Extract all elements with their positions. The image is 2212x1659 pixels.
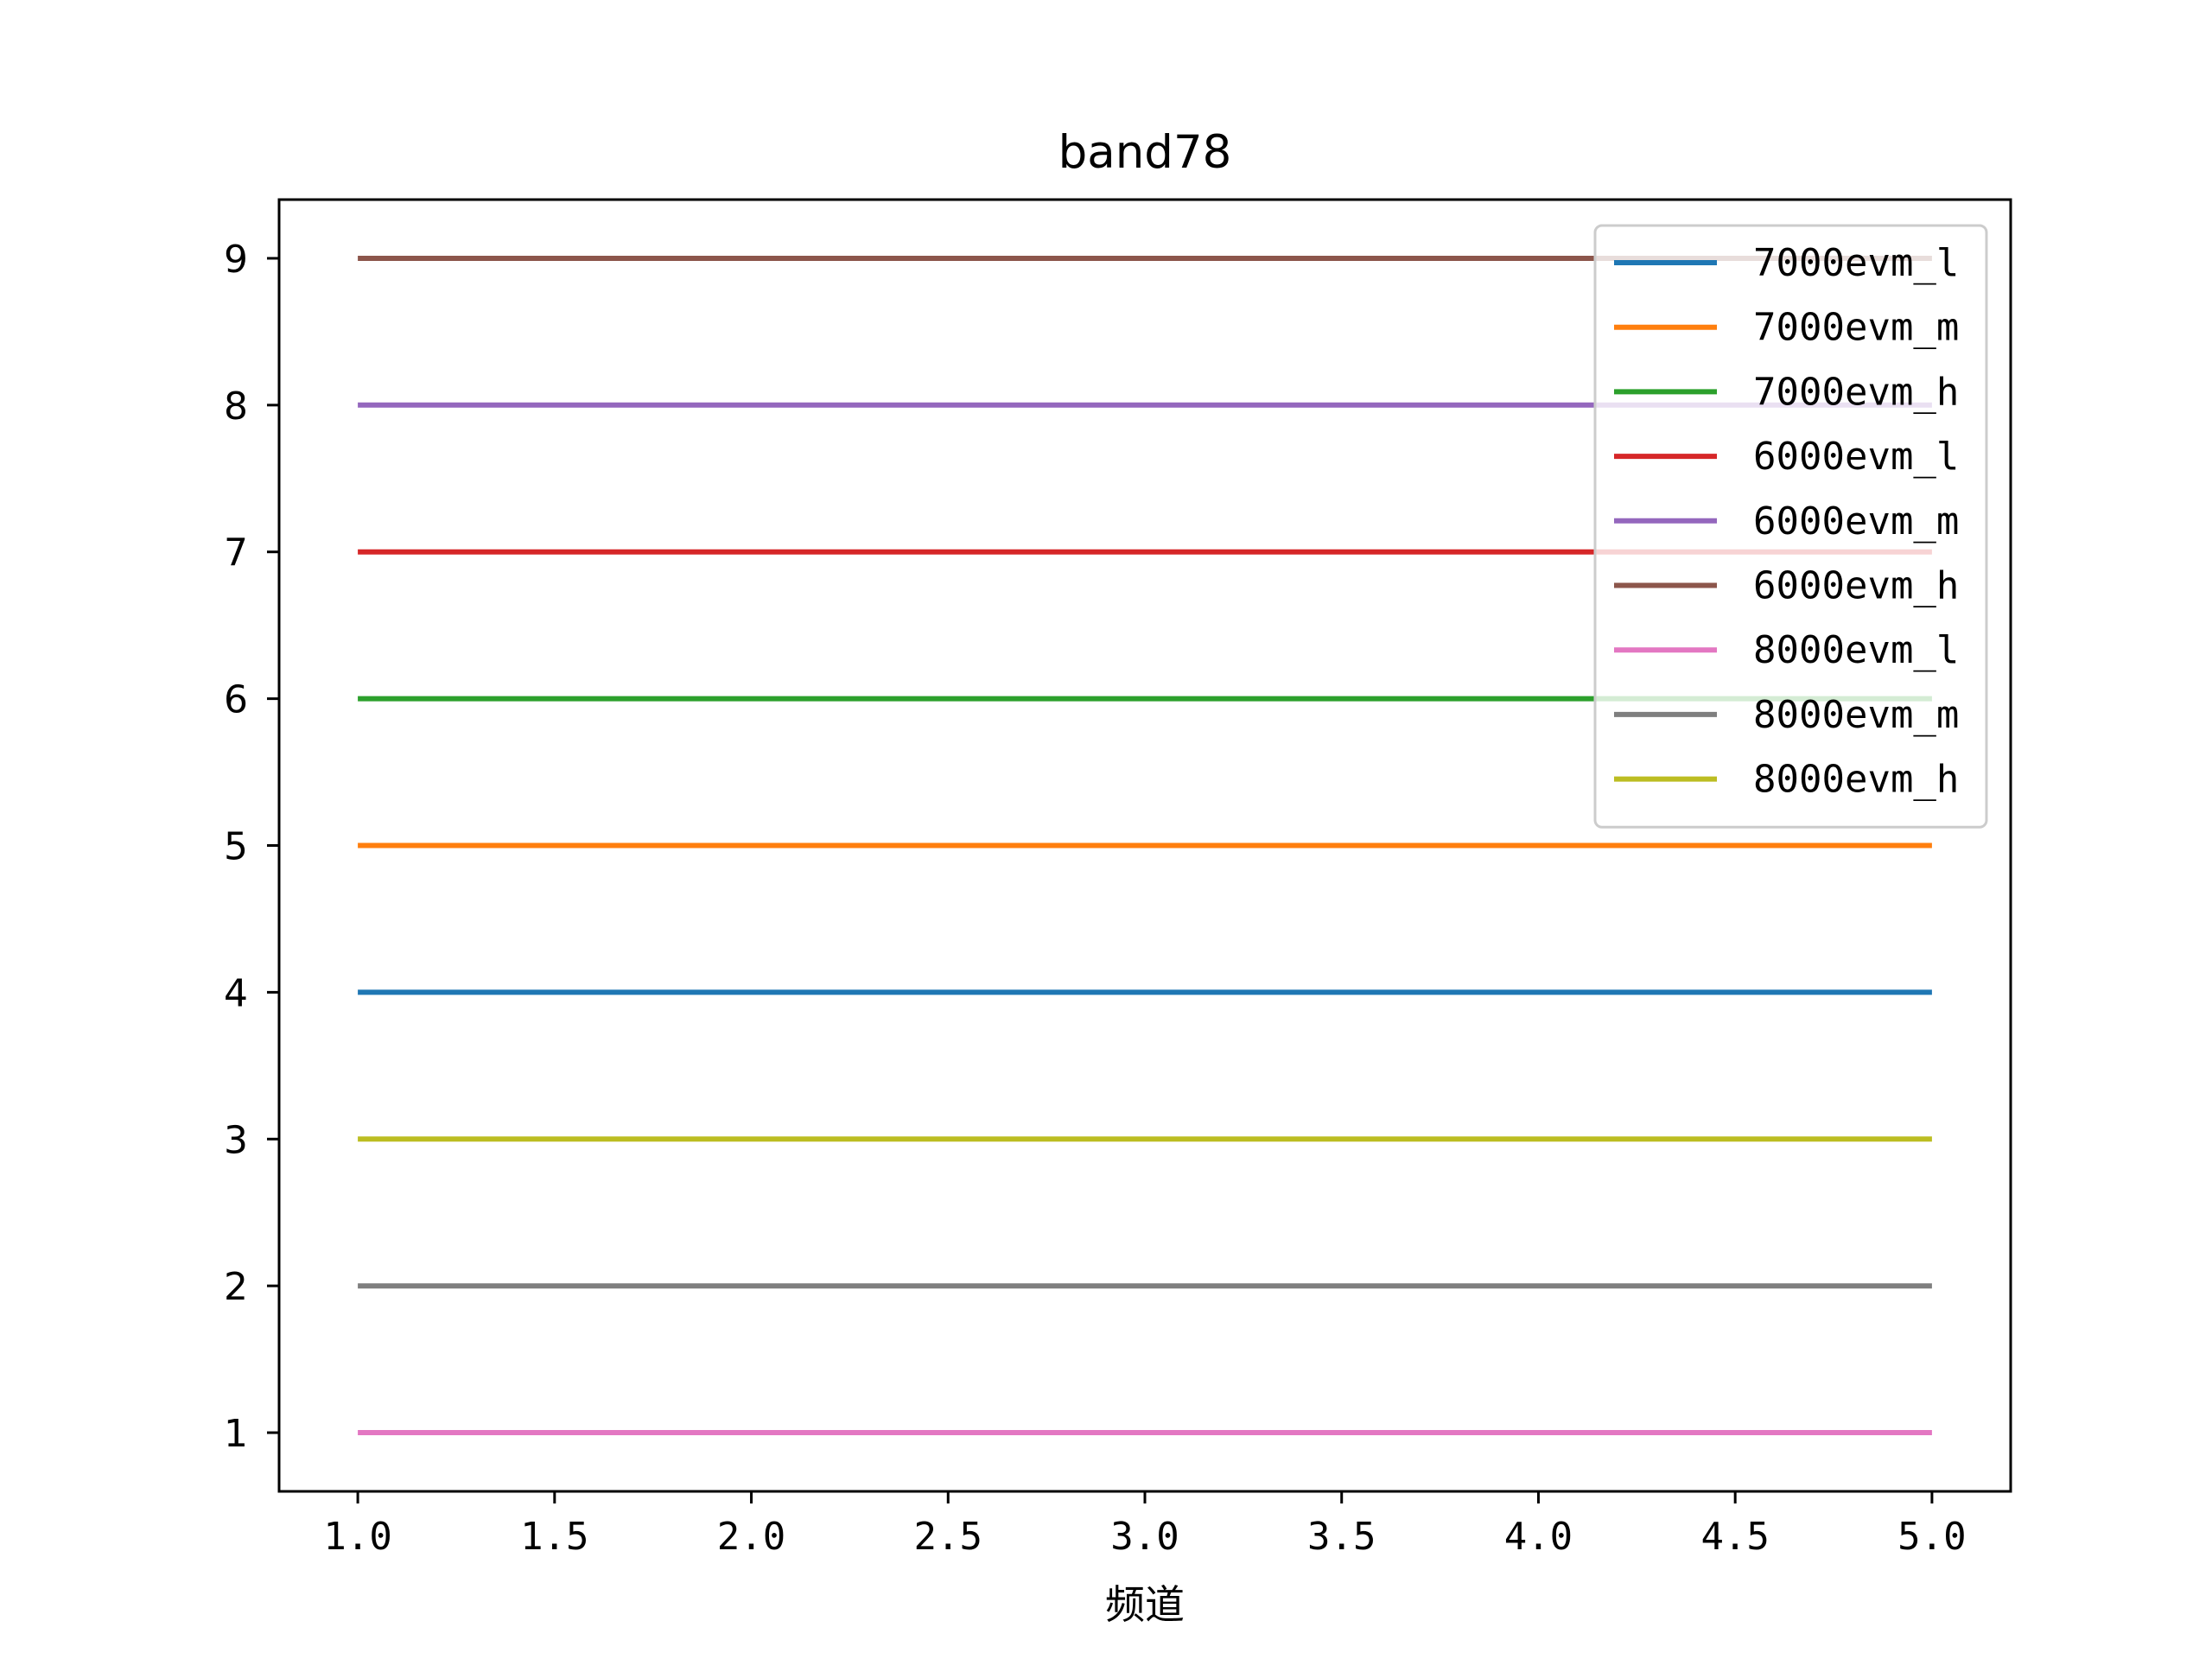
y-tick-label: 4: [224, 971, 248, 1015]
y-tick-label: 9: [224, 238, 248, 282]
x-tick-label: 1.0: [323, 1515, 391, 1559]
chart-title: band78: [1058, 126, 1232, 179]
legend-label: 6000evm_h: [1753, 564, 1959, 608]
y-tick-label: 5: [224, 825, 248, 869]
legend-label: 7000evm_h: [1753, 370, 1959, 414]
x-axis-label: 频道: [1105, 1581, 1185, 1628]
legend-label: 8000evm_l: [1753, 628, 1959, 672]
x-tick-label: 1.5: [520, 1515, 588, 1559]
y-tick-label: 1: [224, 1412, 248, 1456]
legend-box: [1593, 224, 1988, 829]
legend-label: 6000evm_m: [1753, 499, 1959, 543]
y-tick-label: 3: [224, 1118, 248, 1162]
x-tick-label: 2.0: [717, 1515, 785, 1559]
x-tick-label: 4.0: [1504, 1515, 1573, 1559]
x-tick-label: 4.5: [1700, 1515, 1769, 1559]
legend-label: 6000evm_l: [1753, 435, 1959, 479]
series-layer: [358, 256, 1932, 1435]
x-tick-label: 3.0: [1110, 1515, 1179, 1559]
legend-label: 8000evm_m: [1753, 693, 1959, 737]
y-tick-label: 2: [224, 1265, 248, 1309]
legend-label: 7000evm_l: [1753, 241, 1959, 285]
y-tick-label: 8: [224, 385, 248, 429]
legend-label: 8000evm_h: [1753, 758, 1959, 802]
tick-layer: 1.0 1.5 2.0 2.5 3.0 3.5 4.0 4.5 5.0 1 2 3 4 5 6 7 8 9: [224, 238, 1967, 1559]
legend: 7000evm_l 7000evm_m 7000evm_h 6000evm_l 6000…: [1593, 224, 1988, 829]
x-tick-label: 5.0: [1897, 1515, 1966, 1559]
plot-frame: [277, 198, 2012, 1493]
x-tick-label: 3.5: [1307, 1515, 1376, 1559]
x-tick-label: 2.5: [914, 1515, 982, 1559]
y-tick-label: 6: [224, 678, 248, 722]
y-tick-label: 7: [224, 531, 248, 575]
legend-label: 7000evm_m: [1753, 306, 1959, 350]
